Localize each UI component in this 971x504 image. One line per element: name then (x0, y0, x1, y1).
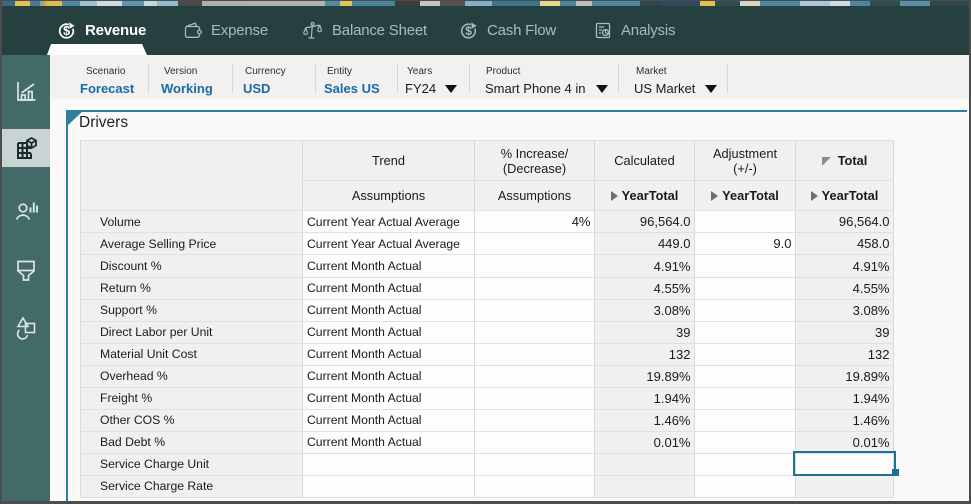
svg-text:$: $ (63, 24, 70, 38)
svg-text:$: $ (465, 24, 472, 38)
